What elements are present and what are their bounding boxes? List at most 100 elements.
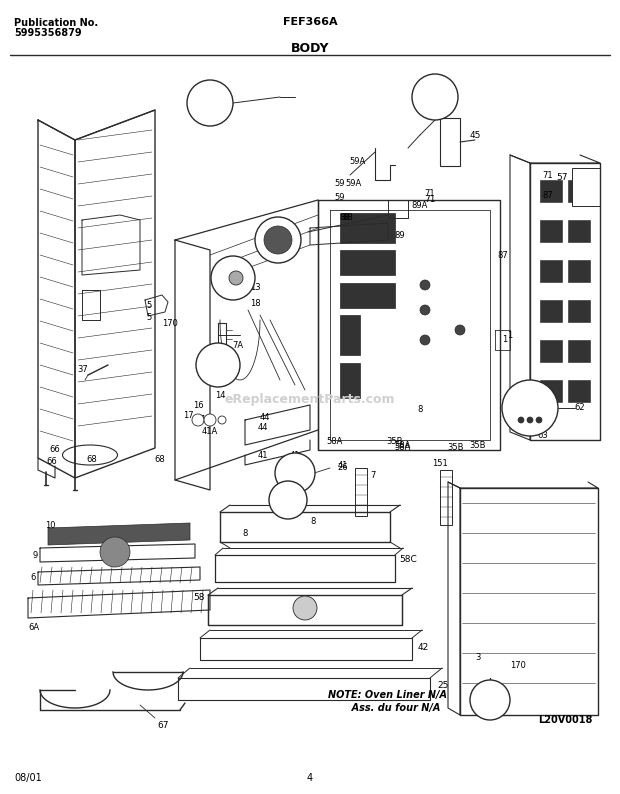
Text: 59: 59 xyxy=(335,194,345,202)
Text: 41: 41 xyxy=(258,450,268,460)
Text: 7A: 7A xyxy=(232,341,244,349)
Text: 58A: 58A xyxy=(327,437,343,446)
Text: 7: 7 xyxy=(370,471,376,480)
Text: 8: 8 xyxy=(417,406,423,414)
Polygon shape xyxy=(540,380,562,402)
Text: 41: 41 xyxy=(338,461,348,469)
Text: 5: 5 xyxy=(487,695,493,705)
Polygon shape xyxy=(540,180,562,202)
Bar xyxy=(440,118,460,166)
Text: 37: 37 xyxy=(78,365,89,375)
Text: 68: 68 xyxy=(87,456,97,464)
Text: 89: 89 xyxy=(395,230,405,240)
Text: 89A: 89A xyxy=(412,201,428,210)
Text: 62: 62 xyxy=(575,403,585,413)
Text: 58C: 58C xyxy=(399,556,417,565)
Text: 72: 72 xyxy=(211,367,224,377)
Text: 4: 4 xyxy=(307,773,313,783)
Text: 13: 13 xyxy=(250,283,260,292)
Circle shape xyxy=(255,217,301,263)
Bar xyxy=(281,495,295,505)
Text: 45: 45 xyxy=(469,130,481,140)
Polygon shape xyxy=(568,380,590,402)
Polygon shape xyxy=(48,523,190,545)
Text: 67: 67 xyxy=(157,720,169,730)
Text: 57: 57 xyxy=(556,174,568,183)
Polygon shape xyxy=(568,220,590,242)
Circle shape xyxy=(412,74,458,120)
Polygon shape xyxy=(540,300,562,322)
Circle shape xyxy=(502,380,558,436)
Text: 12: 12 xyxy=(226,273,240,283)
Text: 30A: 30A xyxy=(200,98,221,108)
Text: 42: 42 xyxy=(417,643,428,653)
Text: 71: 71 xyxy=(424,195,436,205)
Text: 62: 62 xyxy=(523,398,537,408)
Text: 5995356879: 5995356879 xyxy=(14,28,82,38)
Circle shape xyxy=(420,335,430,345)
Text: 170: 170 xyxy=(510,661,526,669)
Text: 41A: 41A xyxy=(202,427,218,437)
Text: 59: 59 xyxy=(335,179,345,187)
Polygon shape xyxy=(540,340,562,362)
Text: 44: 44 xyxy=(260,414,270,422)
Polygon shape xyxy=(340,213,395,243)
Polygon shape xyxy=(568,260,590,282)
Text: 18: 18 xyxy=(250,299,260,307)
Text: 1: 1 xyxy=(507,330,513,340)
Text: 35B: 35B xyxy=(448,442,464,452)
Text: Publication No.: Publication No. xyxy=(14,18,98,28)
Text: 58A: 58A xyxy=(395,442,411,452)
Text: 59A: 59A xyxy=(350,157,366,167)
Circle shape xyxy=(187,80,233,126)
Text: 29: 29 xyxy=(288,465,302,475)
Polygon shape xyxy=(568,340,590,362)
Text: 8: 8 xyxy=(311,518,316,526)
Text: 68: 68 xyxy=(154,456,166,464)
Text: 170: 170 xyxy=(162,318,178,327)
Text: 88: 88 xyxy=(343,214,353,222)
Circle shape xyxy=(293,596,317,620)
Text: L20V0018: L20V0018 xyxy=(538,715,592,725)
Bar xyxy=(355,468,367,516)
Text: 58: 58 xyxy=(193,593,205,603)
Circle shape xyxy=(229,271,243,285)
Circle shape xyxy=(536,417,542,423)
Text: 6A: 6A xyxy=(28,623,39,633)
Text: 14: 14 xyxy=(215,391,225,399)
Text: 58A: 58A xyxy=(395,441,411,449)
Circle shape xyxy=(100,537,130,567)
Text: FEF366A: FEF366A xyxy=(283,17,337,27)
Text: NOTE: Oven Liner N/A: NOTE: Oven Liner N/A xyxy=(328,690,447,700)
Text: 63: 63 xyxy=(538,430,548,440)
Text: 66: 66 xyxy=(46,457,58,467)
Ellipse shape xyxy=(63,445,118,465)
Text: 30: 30 xyxy=(428,92,441,102)
Text: 21: 21 xyxy=(281,495,294,505)
Circle shape xyxy=(218,416,226,424)
Text: 8: 8 xyxy=(242,529,247,538)
Polygon shape xyxy=(540,260,562,282)
Text: 15: 15 xyxy=(200,415,210,425)
Text: 87: 87 xyxy=(542,191,554,199)
Circle shape xyxy=(275,453,315,493)
Circle shape xyxy=(211,256,255,300)
Text: 5: 5 xyxy=(146,300,152,310)
Text: 71: 71 xyxy=(542,171,553,179)
Text: 44: 44 xyxy=(258,423,268,433)
Circle shape xyxy=(196,343,240,387)
Text: 9: 9 xyxy=(33,550,38,560)
Polygon shape xyxy=(568,180,590,202)
Text: 66: 66 xyxy=(50,445,60,454)
Text: 08/01: 08/01 xyxy=(14,773,42,783)
Circle shape xyxy=(204,414,216,426)
Text: 71: 71 xyxy=(425,188,435,198)
Bar xyxy=(572,168,600,206)
Circle shape xyxy=(420,280,430,290)
Text: 17: 17 xyxy=(183,410,193,419)
Circle shape xyxy=(192,414,204,426)
Circle shape xyxy=(527,417,533,423)
Polygon shape xyxy=(340,363,360,398)
Circle shape xyxy=(420,305,430,315)
Ellipse shape xyxy=(205,355,231,369)
